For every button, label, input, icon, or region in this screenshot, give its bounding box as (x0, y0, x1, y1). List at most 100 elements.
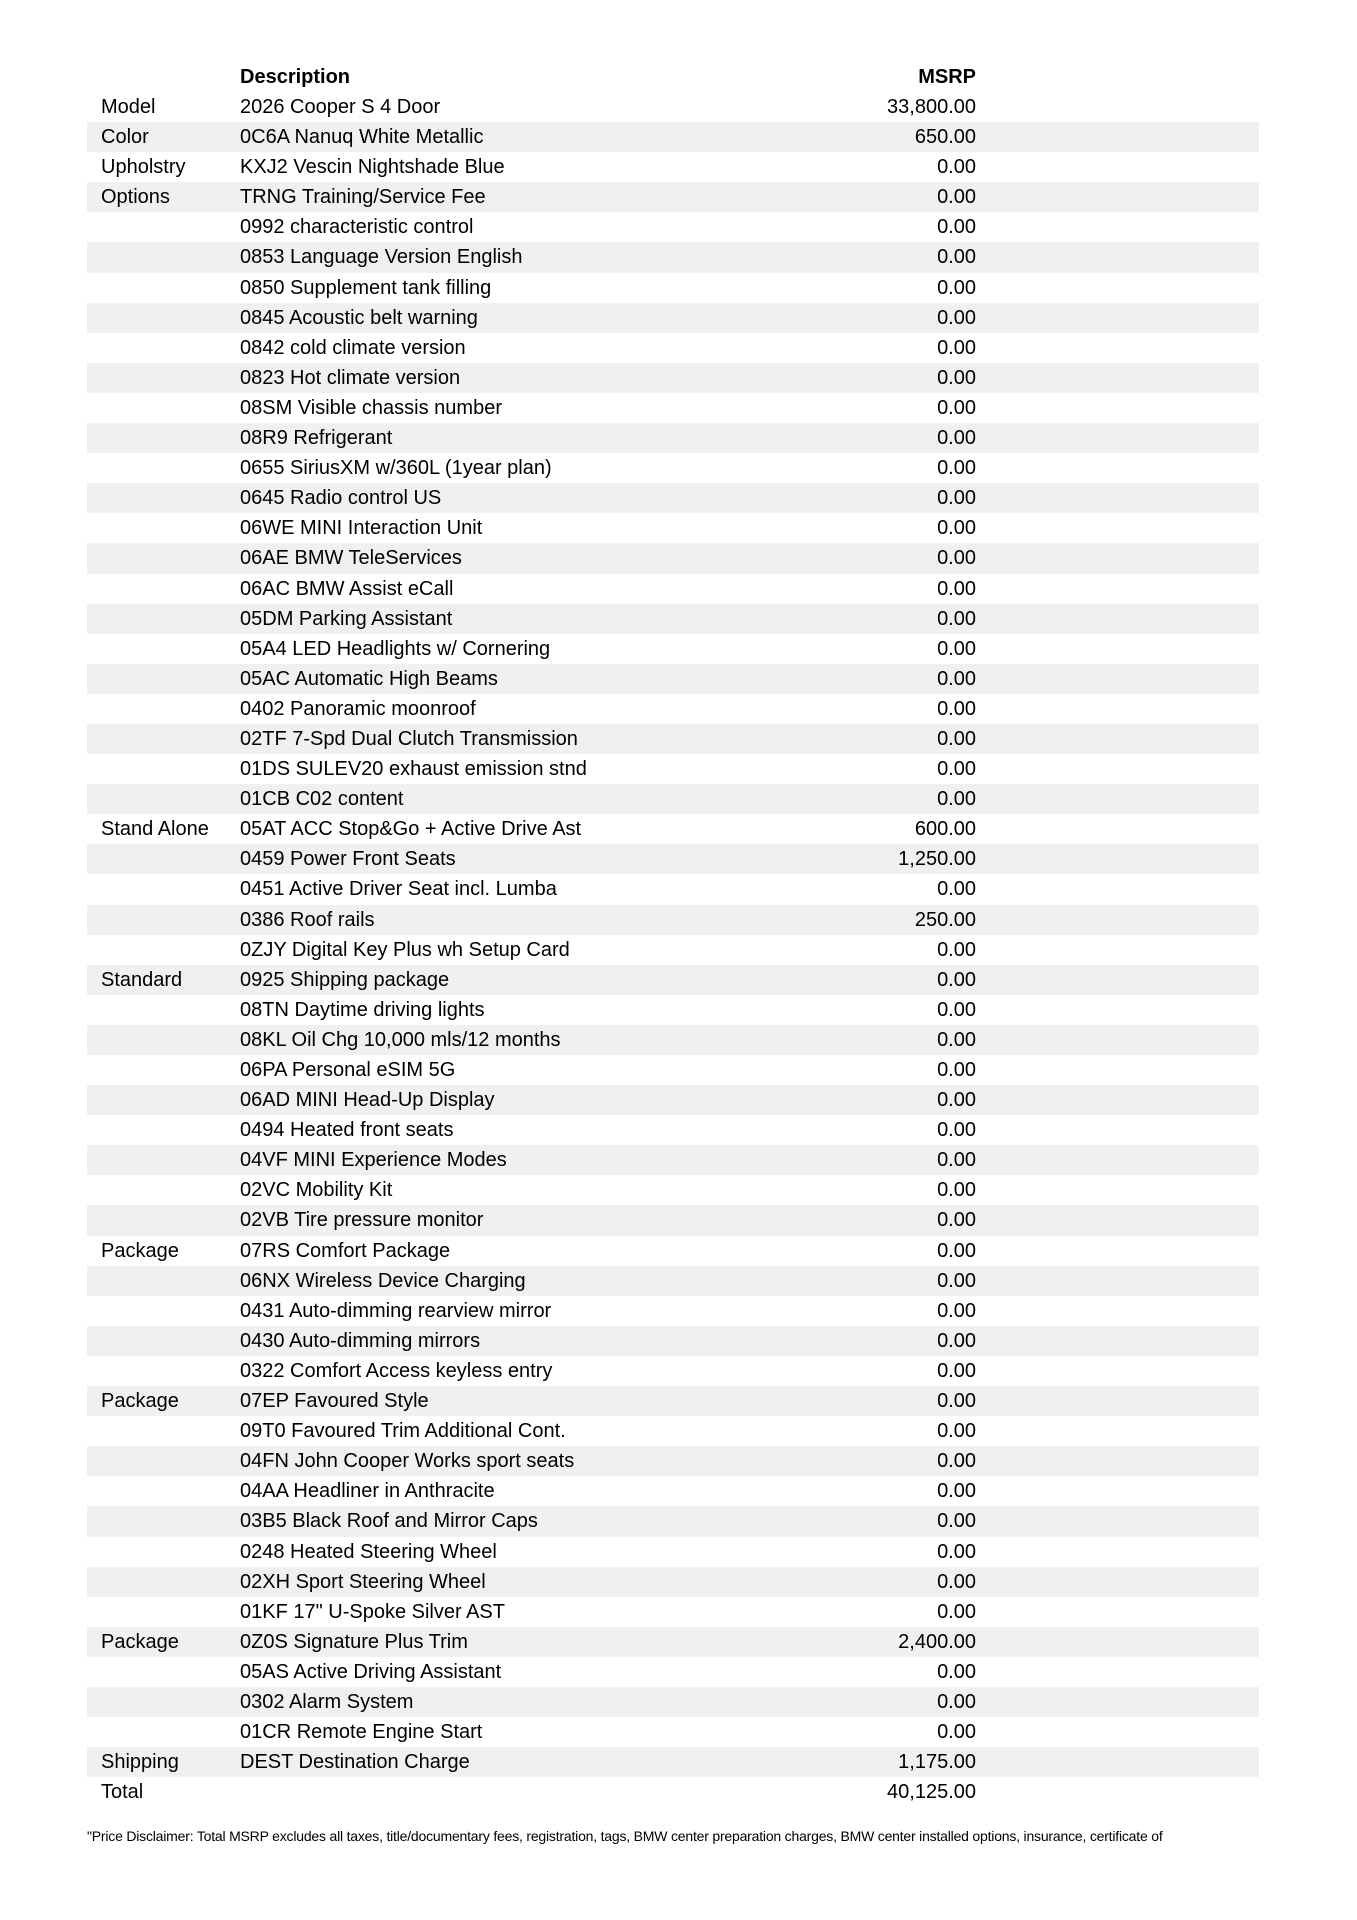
table-row: 0853 Language Version English 0.00 (87, 242, 1259, 273)
row-msrp: 0.00 (937, 968, 976, 991)
row-category (87, 393, 240, 423)
row-msrp: 40,125.00 (887, 1781, 976, 1804)
row-description: 06NX Wireless Device Charging (240, 1269, 526, 1292)
row-category: Package (101, 1630, 179, 1653)
row-category (87, 1446, 240, 1476)
row-msrp: 0.00 (937, 758, 976, 781)
row-description: 05A4 LED Headlights w/ Cornering (240, 637, 551, 660)
row-description: 04VF MINI Experience Modes (240, 1149, 507, 1172)
row-msrp: 0.00 (937, 366, 976, 389)
row-description: 02XH Sport Steering Wheel (240, 1570, 486, 1593)
row-msrp: 0.00 (937, 246, 976, 269)
row-msrp: 0.00 (937, 577, 976, 600)
row-description: 0925 Shipping package (240, 968, 450, 991)
table-row: 0430 Auto-dimming mirrors 0.00 (87, 1325, 1259, 1356)
table-row: 08R9 Refrigerant 0.00 (87, 423, 1259, 454)
table-row: 01CB C02 content 0.00 (87, 784, 1259, 815)
row-category (87, 724, 240, 754)
table-row: Stand Alone 05AT ACC Stop&Go + Active Dri… (87, 814, 1259, 844)
row-msrp: 0.00 (937, 998, 976, 1021)
table-row: 0655 SiriusXM w/360L (1year plan) 0.00 (87, 453, 1259, 483)
table-row: 01CR Remote Engine Start 0.00 (87, 1717, 1259, 1747)
row-category (87, 333, 240, 363)
table-row: 0842 cold climate version 0.00 (87, 333, 1259, 363)
table-row: 06NX Wireless Device Charging 0.00 (87, 1265, 1259, 1296)
row-category (87, 1025, 240, 1055)
row-msrp: 0.00 (937, 1480, 976, 1503)
row-description: 05AT ACC Stop&Go + Active Drive Ast (240, 818, 582, 841)
row-msrp: 0.00 (937, 1059, 976, 1081)
row-category (87, 1597, 240, 1627)
row-msrp: 0.00 (937, 637, 976, 660)
row-description: 0645 Radio control US (240, 487, 442, 510)
row-msrp: 0.00 (937, 1329, 976, 1352)
table-row: 0850 Supplement tank filling 0.00 (87, 273, 1259, 303)
row-msrp: 0.00 (937, 487, 976, 510)
row-category: Color (101, 126, 149, 149)
row-description: 0992 characteristic control (240, 216, 474, 239)
table-row: 0ZJY Digital Key Plus wh Setup Card 0.00 (87, 935, 1259, 965)
row-msrp: 1,250.00 (898, 848, 976, 871)
row-msrp: 0.00 (937, 1089, 976, 1112)
row-msrp: 1,175.00 (898, 1751, 976, 1774)
table-row: 05AC Automatic High Beams 0.00 (87, 663, 1259, 694)
row-category (87, 664, 240, 694)
table-row: 0431 Auto-dimming rearview mirror 0.00 (87, 1296, 1259, 1326)
row-category (87, 754, 240, 784)
row-category (87, 1205, 240, 1235)
table-row: 01DS SULEV20 exhaust emission stnd 0.00 (87, 754, 1259, 784)
row-description: 01CR Remote Engine Start (240, 1721, 483, 1744)
table-row: 05DM Parking Assistant 0.00 (87, 603, 1259, 634)
table-row: 0451 Active Driver Seat incl. Lumba 0.00 (87, 874, 1259, 904)
table-row: 08TN Daytime driving lights 0.00 (87, 995, 1259, 1025)
table-row: Package 0Z0S Signature Plus Trim 2,400.00 (87, 1626, 1259, 1657)
pricing-table-rows: Model 2026 Cooper S 4 Door 33,800.00 Color 0… (87, 92, 1259, 1807)
row-category (87, 1657, 240, 1687)
row-description: 06PA Personal eSIM 5G (240, 1059, 456, 1081)
row-description: 0655 SiriusXM w/360L (1year plan) (240, 457, 552, 480)
row-category (87, 634, 240, 664)
row-category: Standard (101, 968, 183, 991)
table-row: 06PA Personal eSIM 5G 0.00 (87, 1055, 1259, 1085)
table-row: Package 07EP Favoured Style 0.00 (87, 1386, 1259, 1417)
table-row: 05AS Active Driving Assistant 0.00 (87, 1657, 1259, 1687)
row-description: 0302 Alarm System (240, 1690, 414, 1713)
row-description: 08TN Daytime driving lights (240, 998, 485, 1021)
row-description: 0C6A Nanuq White Metallic (240, 126, 484, 149)
row-category (87, 935, 240, 965)
row-description: 08SM Visible chassis number (240, 396, 502, 419)
row-category (87, 1326, 240, 1356)
table-row: 01KF 17" U-Spoke Silver AST 0.00 (87, 1597, 1259, 1627)
table-row: 08KL Oil Chg 10,000 mls/12 months 0.00 (87, 1024, 1259, 1055)
row-category (87, 574, 240, 604)
row-category (87, 483, 240, 513)
row-category (87, 874, 240, 904)
row-category: Shipping (101, 1751, 179, 1774)
table-row: Model 2026 Cooper S 4 Door 33,800.00 (87, 92, 1259, 122)
row-category: Upholstry (101, 156, 186, 179)
header-description-label: Description (240, 66, 351, 88)
price-disclaimer-text: "Price Disclaimer: Total MSRP excludes a… (87, 1828, 1163, 1844)
row-description: TRNG Training/Service Fee (240, 186, 486, 209)
row-msrp: 0.00 (937, 1721, 976, 1744)
row-msrp: 0.00 (937, 1690, 976, 1713)
row-description: 05AC Automatic High Beams (240, 667, 498, 690)
row-category: Package (101, 1239, 179, 1262)
row-description: 0ZJY Digital Key Plus wh Setup Card (240, 938, 570, 961)
row-description: 02TF 7-Spd Dual Clutch Transmission (240, 727, 578, 750)
table-row: 0992 characteristic control 0.00 (87, 212, 1259, 242)
row-description: 0402 Panoramic moonroof (240, 697, 476, 720)
row-description: 01KF 17" U-Spoke Silver AST (240, 1600, 505, 1623)
row-description: DEST Destination Charge (240, 1751, 470, 1774)
row-category: Options (101, 186, 170, 209)
row-msrp: 0.00 (937, 396, 976, 419)
table-row: 0402 Panoramic moonroof 0.00 (87, 694, 1259, 724)
table-row: 06AC BMW Assist eCall 0.00 (87, 574, 1259, 604)
row-description: 0322 Comfort Access keyless entry (240, 1359, 553, 1382)
row-msrp: 0.00 (937, 1600, 976, 1623)
row-description: 08R9 Refrigerant (240, 427, 393, 450)
row-description: 0494 Heated front seats (240, 1119, 454, 1142)
row-category (87, 273, 240, 303)
row-msrp: 0.00 (937, 1450, 976, 1473)
